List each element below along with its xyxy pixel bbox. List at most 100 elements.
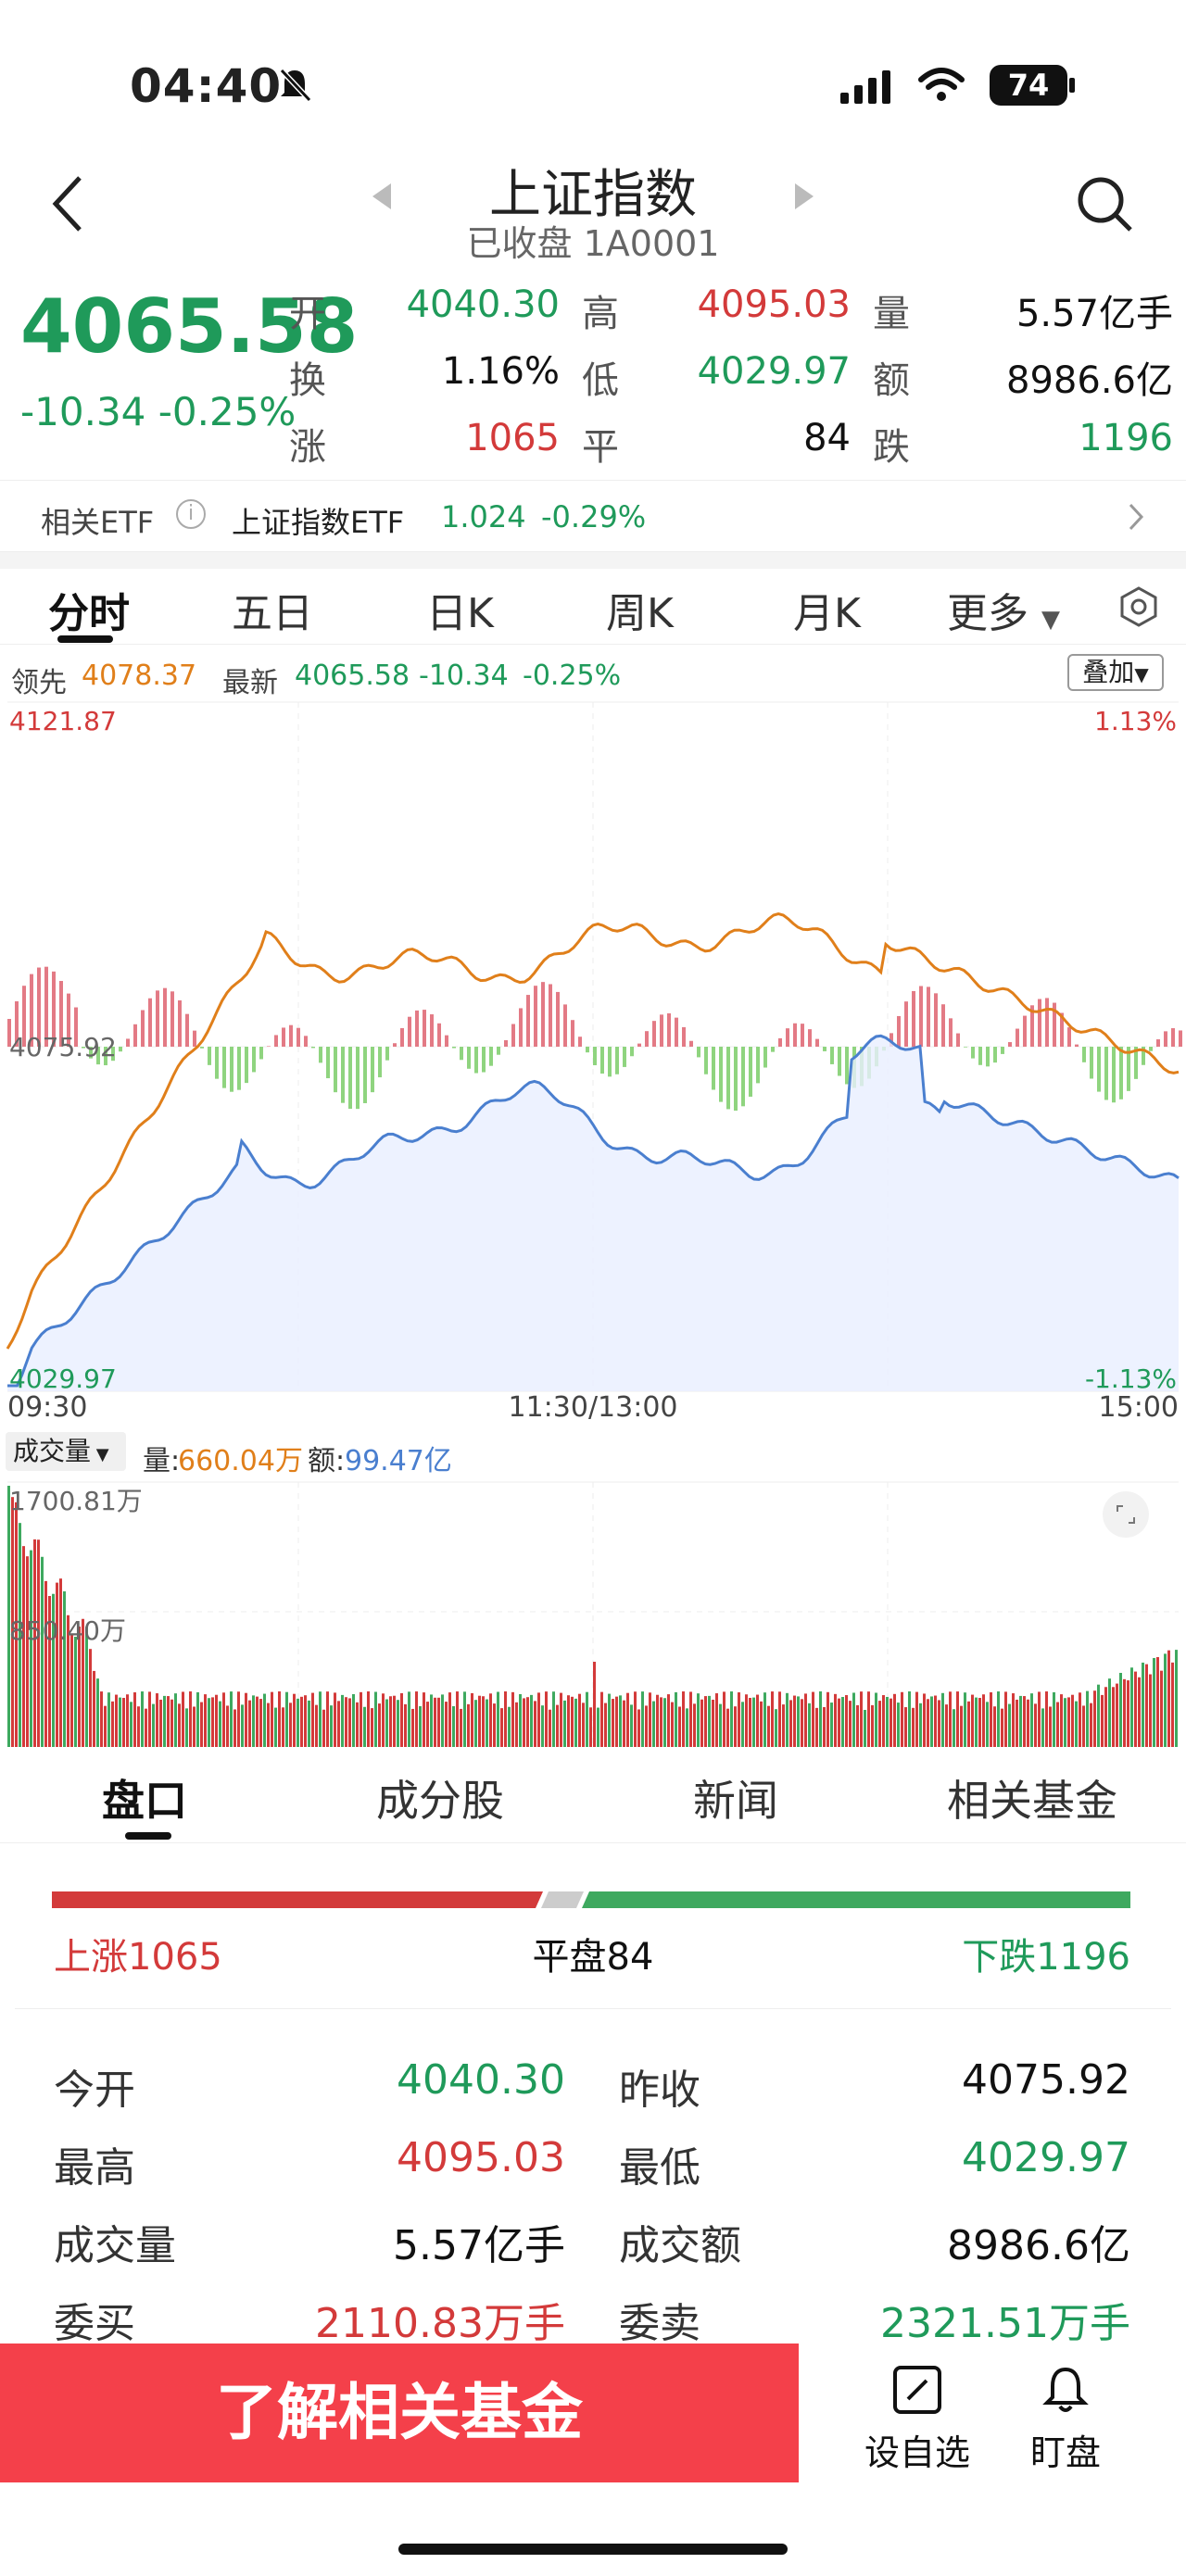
breadth-up: 上涨1065 (54, 1936, 222, 1979)
volume-bar-item (107, 1692, 110, 1747)
tab-constituents[interactable]: 成分股 (376, 1776, 504, 1826)
volume-bar-item (597, 1707, 599, 1747)
breadth-bar-item (600, 1047, 604, 1074)
volume-bar-item (738, 1692, 740, 1747)
volume-bar-item (1153, 1657, 1155, 1747)
learn-funds-button[interactable]: 了解相关基金 (0, 2344, 799, 2482)
volume-bar-item (867, 1691, 870, 1747)
prev-index-icon[interactable] (372, 183, 391, 209)
volume-label: 量: (143, 1445, 181, 1477)
overlay-arrow-icon: ▼ (1134, 663, 1149, 685)
volume-bar-item (812, 1691, 814, 1747)
breadth-bar-item (593, 1047, 597, 1065)
back-icon[interactable] (48, 174, 85, 233)
volume-bar-item (1108, 1678, 1111, 1747)
volume-bar-item (934, 1695, 937, 1747)
breadth-bar-item (919, 986, 923, 1047)
breadth-bar-item (126, 1038, 130, 1047)
breadth-bar-item (82, 1047, 85, 1049)
breadth-bar-item (1164, 1031, 1167, 1047)
volume-bar-item (371, 1708, 373, 1747)
intraday-chart[interactable]: 4121.87 4075.92 4029.97 1.13% -1.13% (0, 700, 1186, 1404)
volume-bar-item (830, 1703, 833, 1747)
breadth-bar-item (511, 1024, 515, 1047)
breadth-bar-item (571, 1020, 574, 1047)
tab-weekly-k[interactable]: 周K (606, 590, 674, 637)
volume-bar-item (978, 1698, 981, 1747)
volume-bar-item (838, 1698, 840, 1747)
volume-bar-item (93, 1670, 95, 1747)
volume-bar-item (552, 1691, 555, 1747)
bottom-action-bar: 了解相关基金 设自选 盯盘 (0, 2344, 1186, 2482)
info-icon[interactable]: i (176, 499, 206, 529)
volume-bar-item (912, 1707, 915, 1747)
tab-five-day[interactable]: 五日 (232, 590, 313, 637)
breadth-bar-item (274, 1035, 278, 1047)
breadth-bar-item (371, 1047, 374, 1093)
breadth-bar-item (549, 984, 552, 1047)
volume-selector[interactable]: 成交量 ▼ (6, 1432, 126, 1471)
volume-bars (7, 1486, 1178, 1747)
search-icon[interactable] (1075, 174, 1134, 233)
volume-bar-item (41, 1556, 44, 1747)
breadth-bar-item (652, 1021, 656, 1047)
tab-related-funds[interactable]: 相关基金 (947, 1776, 1117, 1826)
add-watchlist-button[interactable]: 设自选 (843, 2344, 991, 2482)
volume-bar-item (456, 1691, 459, 1747)
volume-bar-item (52, 1593, 55, 1747)
breadth-bar (52, 1891, 1130, 1908)
breadth-bar-item (1119, 1047, 1123, 1100)
volume-bar-item (70, 1634, 73, 1747)
volume-bar-item (426, 1702, 429, 1747)
next-index-icon[interactable] (795, 183, 814, 209)
tab-intraday[interactable]: 分时 (48, 590, 130, 637)
tab-more[interactable]: 更多 ▼ (947, 580, 1060, 639)
low-value: 4029.97 (697, 350, 851, 393)
volume-bar-item (763, 1692, 766, 1747)
volume-bar-item (267, 1703, 270, 1747)
volume-bar-item (100, 1691, 103, 1747)
breadth-bar-item (667, 1013, 671, 1047)
volume-bar-item (949, 1691, 952, 1747)
open-value: 4040.30 (406, 283, 560, 326)
monitor-button[interactable]: 盯盘 (991, 2344, 1140, 2482)
tab-monthly-k[interactable]: 月K (793, 590, 861, 637)
amount-value: 99.47亿 (345, 1445, 452, 1477)
expand-icon[interactable] (1103, 1491, 1149, 1538)
related-etf-row[interactable]: 相关ETF i 上证指数ETF 1.024 -0.29% (0, 480, 1186, 552)
volume-bar-item (463, 1691, 466, 1747)
volume-bar-item (886, 1696, 889, 1747)
volume-bar-item (689, 1691, 692, 1747)
breadth-bar-item (526, 995, 530, 1047)
volume-bar-item (723, 1691, 725, 1747)
volume-bar-item (567, 1695, 570, 1747)
breadth-bar-item (845, 1047, 849, 1085)
tab-order-book[interactable]: 盘口 (102, 1776, 187, 1826)
overlay-button[interactable]: 叠加▼ (1067, 654, 1164, 691)
breadth-bar-item (682, 1026, 686, 1047)
breadth-bar-item (719, 1047, 723, 1102)
volume-bar-item (578, 1693, 581, 1747)
volume-bar-item (1104, 1687, 1107, 1747)
breadth-bar-item (978, 1047, 982, 1065)
breadth-down: 下跌1196 (962, 1936, 1130, 1979)
breadth-bar-item (534, 986, 537, 1047)
breadth-bar-item (282, 1027, 285, 1047)
volume-bar-item (882, 1695, 885, 1747)
detail-prev-close-label: 昨收 (619, 2067, 700, 2114)
breadth-bar-item (741, 1047, 745, 1107)
volume-bar-item (1156, 1656, 1159, 1747)
volume-bar-item (1038, 1691, 1041, 1747)
breadth-bar-item (734, 1047, 738, 1112)
volume-bar-item (345, 1697, 347, 1747)
volume-bar-item (530, 1694, 533, 1747)
volume-bar-item (819, 1691, 822, 1747)
tab-daily-k[interactable]: 日K (426, 590, 494, 637)
volume-header: 成交量 ▼ 量: 660.04万 额: 99.47亿 (0, 1426, 1186, 1482)
volume-bar-item (230, 1691, 233, 1747)
add-watchlist-label: 设自选 (864, 2432, 970, 2473)
settings-hexagon-icon[interactable] (1117, 585, 1160, 628)
tab-news[interactable]: 新闻 (693, 1776, 778, 1826)
volume-bar-item (953, 1709, 955, 1747)
volume-bar-item (871, 1704, 874, 1747)
